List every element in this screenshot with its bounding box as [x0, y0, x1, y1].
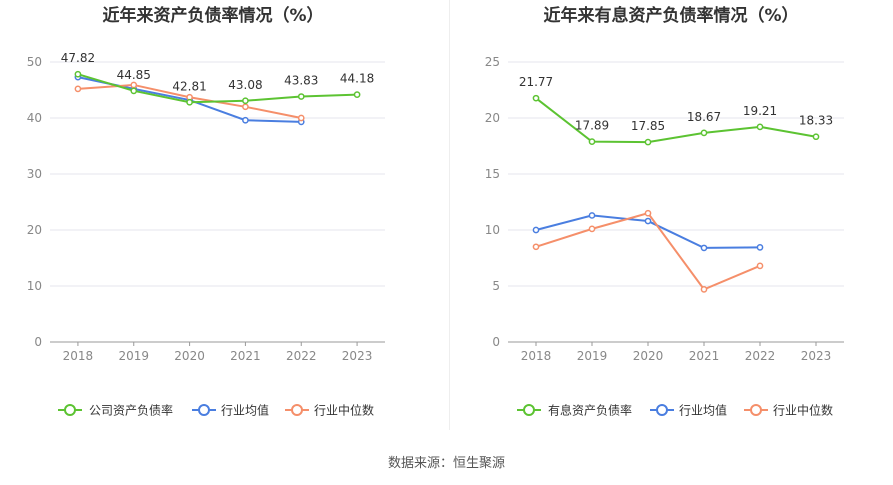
series-line-company [535, 97, 817, 144]
x-tick-label: 2023 [342, 349, 373, 363]
x-tick-label: 2022 [745, 349, 776, 363]
data-point-industry_median [74, 85, 82, 93]
data-point-company [353, 91, 361, 98]
legend-marker-circle [198, 404, 210, 416]
y-tick-label: 10 [27, 279, 42, 293]
y-tick-label: 50 [27, 55, 42, 69]
data-point-industry_avg [242, 116, 249, 124]
chart-title: 近年来有息资产负债率情况（%） [543, 5, 798, 26]
data-point-industry_median [130, 81, 138, 89]
data-point-industry_median [588, 225, 596, 233]
data-point-company [186, 98, 193, 106]
data-point-company [297, 93, 305, 100]
data-point-company [532, 94, 540, 102]
legend-marker-circle [656, 404, 668, 416]
data-point-company [130, 87, 138, 95]
data-label: 42.81 [172, 79, 206, 93]
data-point-company [812, 133, 820, 141]
data-point-company [242, 97, 249, 105]
legend-label: 行业中位数 [314, 403, 374, 418]
data-label: 44.85 [117, 68, 151, 82]
y-tick-label: 40 [27, 111, 42, 125]
data-point-company [756, 123, 764, 131]
legend-label: 公司资产负债率 [89, 403, 173, 418]
x-tick-label: 2021 [689, 349, 720, 363]
legend-marker-circle [291, 404, 303, 416]
data-label: 21.77 [519, 75, 553, 89]
y-tick-label: 20 [485, 111, 500, 125]
data-point-industry_avg [756, 244, 764, 251]
x-tick-label: 2019 [118, 349, 149, 363]
data-label: 17.89 [575, 119, 609, 133]
chart-title: 近年来资产负债率情况（%） [102, 5, 323, 26]
data-point-company [700, 129, 708, 137]
y-tick-label: 10 [485, 223, 500, 237]
panel-divider [449, 0, 450, 430]
x-tick-label: 2021 [230, 349, 261, 363]
data-label: 43.08 [228, 78, 262, 92]
data-point-industry_avg [644, 217, 652, 225]
x-tick-label: 2018 [521, 349, 552, 363]
data-point-company [644, 138, 652, 146]
y-tick-label: 15 [485, 167, 500, 181]
data-source: 数据来源：恒生聚源 [387, 456, 505, 471]
data-point-industry_median [644, 209, 652, 217]
data-point-industry_median [756, 262, 764, 270]
x-tick-label: 2022 [286, 349, 317, 363]
data-label: 18.67 [687, 110, 721, 124]
data-point-industry_avg [532, 226, 540, 234]
data-point-industry_median [297, 114, 305, 122]
y-tick-label: 0 [492, 335, 500, 349]
data-label: 47.82 [61, 51, 95, 65]
data-point-industry_median [532, 243, 540, 251]
data-point-industry_median [700, 286, 708, 293]
legend-label: 行业均值 [221, 403, 269, 418]
legend-marker-circle [750, 404, 762, 416]
data-label: 17.85 [631, 119, 665, 133]
data-point-company [588, 138, 596, 145]
data-label: 19.21 [743, 104, 777, 118]
legend-marker-circle [523, 404, 535, 416]
y-tick-label: 0 [34, 335, 42, 349]
data-point-industry_median [242, 103, 249, 111]
y-tick-label: 25 [485, 55, 500, 69]
data-label: 18.33 [799, 114, 833, 128]
data-label: 43.83 [284, 74, 318, 88]
series-line-industry_median [535, 212, 761, 291]
x-tick-label: 2020 [633, 349, 664, 363]
data-label: 44.18 [340, 72, 374, 86]
legend-label: 行业均值 [679, 403, 727, 418]
y-tick-label: 20 [27, 223, 42, 237]
y-tick-label: 5 [492, 279, 500, 293]
data-point-industry_avg [700, 244, 708, 252]
x-tick-label: 2023 [801, 349, 832, 363]
x-tick-label: 2018 [63, 349, 94, 363]
series-line-company [77, 73, 358, 104]
legend-label: 行业中位数 [773, 403, 833, 418]
x-tick-label: 2020 [174, 349, 205, 363]
data-point-company [74, 70, 82, 78]
data-point-industry_avg [588, 212, 596, 219]
legend-marker-circle [64, 404, 76, 416]
x-tick-label: 2019 [577, 349, 608, 363]
legend-label: 有息资产负债率 [548, 403, 632, 418]
y-tick-label: 30 [27, 167, 42, 181]
